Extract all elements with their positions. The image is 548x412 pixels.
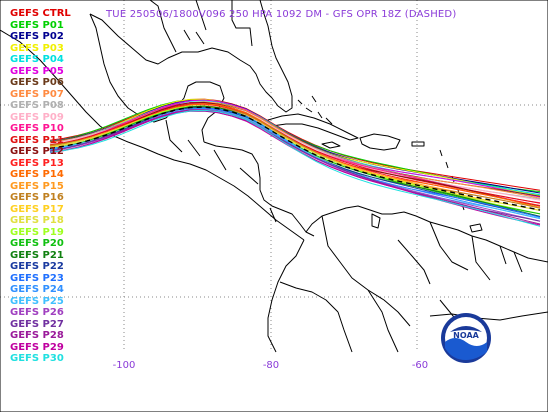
legend-entry-gefs-p24: GEFS P24	[10, 284, 64, 295]
south-america-pacific	[267, 239, 305, 353]
legend-entry-gefs-p10: GEFS P10	[10, 123, 64, 134]
noaa-logo-text: NOAA	[453, 331, 479, 340]
legend-entry-gefs-p12: GEFS P12	[10, 146, 64, 157]
central-america-coast	[203, 141, 315, 237]
track-gfs-operational-dashed	[49, 106, 541, 211]
coastlines	[0, 0, 548, 353]
track-gefs-ctrl	[49, 98, 541, 191]
track-gefs-p09	[49, 102, 541, 201]
legend-entry-gefs-p22: GEFS P22	[10, 261, 64, 272]
lake-maracaibo	[371, 213, 381, 229]
legend-entry-gefs-p29: GEFS P29	[10, 341, 64, 353]
legend-entry-gefs-p27: GEFS P27	[10, 318, 64, 330]
us-interior-borders	[149, 0, 253, 53]
mexico-gulf-coast	[89, 13, 225, 143]
legend-entry-gefs-p20: GEFS P20	[10, 238, 64, 249]
legend-entry-gefs-p30: GEFS P30	[10, 353, 64, 364]
legend-entry-gefs-p03: GEFS P03	[10, 42, 64, 54]
south-america-coast	[305, 205, 548, 263]
legend-entry-gefs-p18: GEFS P18	[10, 215, 64, 226]
legend-entry-gefs-p06: GEFS P06	[10, 77, 64, 88]
legend-entry-gefs-p15: GEFS P15	[10, 180, 64, 192]
member-legend: GEFS CTRL GEFS P01 GEFS P02 GEFS P03 GEFS P0…	[10, 8, 71, 365]
legend-entry-gefs-p09: GEFS P09	[10, 111, 64, 123]
legend-entry-gefs-p01: GEFS P01	[10, 19, 64, 31]
legend-entry-gefs-p13: GEFS P13	[10, 157, 64, 169]
track-gefs-p30	[49, 109, 541, 227]
us-gulf-coast	[89, 0, 293, 113]
noaa-logo: NOAA	[441, 313, 491, 363]
south-america-borders	[279, 215, 523, 353]
longitude-label-minus100: -100	[112, 360, 136, 371]
longitude-label-minus60: -60	[411, 360, 429, 371]
river-south-america	[429, 311, 548, 321]
legend-entry-gefs-p05: GEFS P05	[10, 65, 64, 77]
trinidad	[469, 223, 483, 233]
legend-entry-gefs-ctrl: GEFS CTRL	[10, 8, 71, 19]
legend-entry-gefs-p25: GEFS P25	[10, 295, 64, 307]
longitude-label-minus80: -80	[262, 360, 280, 371]
legend-entry-gefs-p21: GEFS P21	[10, 249, 64, 261]
mexico-pacific-coast	[0, 29, 305, 241]
legend-entry-gefs-p26: GEFS P26	[10, 307, 64, 318]
puerto-rico	[411, 141, 425, 147]
map-title: TUE 250506/1800V096 250 HPA 1092 DM - GF…	[106, 9, 457, 20]
legend-entry-gefs-p14: GEFS P14	[10, 169, 64, 180]
legend-entry-gefs-p19: GEFS P19	[10, 226, 64, 238]
central-america-borders	[165, 119, 277, 223]
legend-entry-gefs-p16: GEFS P16	[10, 192, 64, 203]
bahamas	[297, 95, 333, 125]
graticule	[0, 0, 548, 352]
legend-entry-gefs-p04: GEFS P04	[10, 54, 64, 65]
hispaniola	[359, 133, 401, 151]
legend-entry-gefs-p07: GEFS P07	[10, 88, 64, 100]
cuba	[267, 113, 359, 141]
legend-entry-gefs-p11: GEFS P11	[10, 134, 64, 146]
legend-entry-gefs-p17: GEFS P17	[10, 203, 64, 215]
ensemble-tracks	[49, 98, 541, 227]
legend-entry-gefs-p08: GEFS P08	[10, 100, 64, 111]
legend-entry-gefs-p23: GEFS P23	[10, 272, 64, 284]
legend-entry-gefs-p28: GEFS P28	[10, 330, 64, 341]
jamaica	[321, 141, 341, 149]
legend-entry-gefs-p02: GEFS P02	[10, 31, 64, 42]
